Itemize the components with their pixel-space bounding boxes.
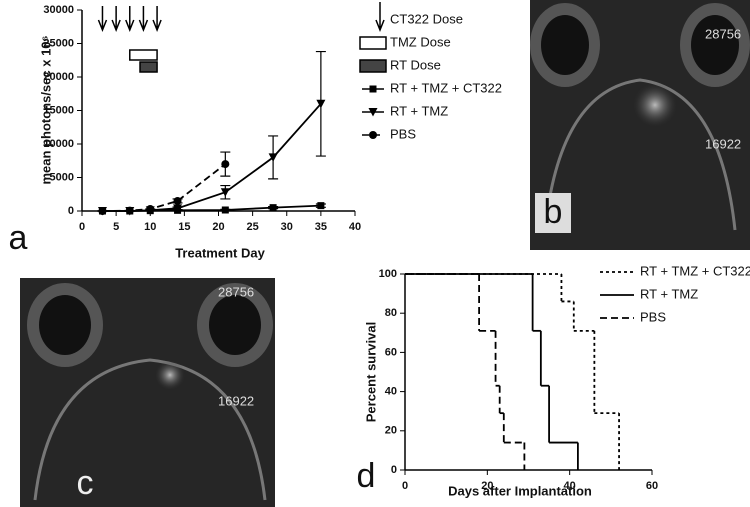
legend-symbol [375,2,385,33]
marker [98,207,107,215]
y-tick-label: 0 [391,464,397,476]
y-axis-title: Percent survival [363,322,378,422]
marker [221,206,229,214]
x-tick-label: 15 [178,221,190,233]
legend-label: RT + TMZ + CT322 [640,263,750,278]
x-tick-label: 35 [315,221,327,233]
x-tick-label: 0 [402,480,408,492]
legend-label: PBS [390,126,416,141]
series-line [102,163,226,212]
legend-label: PBS [640,309,666,324]
y-axis-title: mean photons/sec x 10⁶ [38,35,53,184]
y-tick-label: 5000 [50,171,74,183]
dose-arrow [111,6,121,33]
legend-symbol [359,59,387,73]
marker [269,204,277,212]
y-tick-label: 15000 [43,104,74,116]
marker [220,188,230,197]
legend-label: RT Dose [390,57,441,72]
dose-arrow [125,6,135,33]
marker [369,85,377,93]
x-axis-title: Days after Implantation [448,483,592,498]
marker [317,202,325,210]
marker [369,131,377,139]
marker [125,206,134,215]
marker [221,160,230,169]
marker [368,108,378,117]
series-line [102,103,322,212]
image-annotation: 28756 [218,284,254,299]
y-tick-label: 0 [68,205,74,217]
legend-symbol [359,36,387,50]
legend-label: RT + TMZ [640,286,698,301]
x-tick-label: 40 [564,480,576,492]
x-tick-label: 10 [144,221,156,233]
x-tick-label: 30 [281,221,293,233]
legend-label: TMZ Dose [390,34,451,49]
panel-label: d [357,457,376,495]
x-tick-label: 25 [247,221,259,233]
dose-box [139,61,158,73]
marker [173,196,182,205]
legend-label: CT322 Dose [390,11,463,26]
y-tick-label: 20 [385,425,397,437]
panel-label: c [77,464,94,502]
y-tick-label: 100 [379,268,397,280]
dose-arrow [97,6,108,33]
dose-arrow [138,6,149,33]
y-tick-label: 20000 [43,71,74,83]
y-tick-label: 25000 [43,37,74,49]
x-tick-label: 40 [349,221,361,233]
x-tick-label: 60 [646,480,658,492]
marker [316,99,326,109]
x-axis-title: Treatment Day [175,245,265,260]
x-tick-label: 5 [113,221,119,233]
legend-label: RT + TMZ [390,103,448,118]
y-tick-label: 80 [385,307,397,319]
x-tick-label: 0 [79,221,85,233]
y-tick-label: 40 [385,386,397,398]
image-annotation: 28756 [705,26,741,41]
y-tick-label: 60 [385,346,397,358]
y-tick-label: 10000 [43,138,74,150]
panel-label: a [9,219,28,257]
dose-arrow [152,6,162,33]
image-annotation: 16922 [705,136,741,151]
panel-label: b [544,193,563,231]
marker [146,204,155,213]
marker [268,153,278,162]
marker [173,204,183,213]
x-tick-label: 20 [212,221,224,233]
mri-image-c: c 28756 16922 [20,278,275,507]
legend-label: RT + TMZ + CT322 [390,80,502,95]
mri-image-b: b 28756 16922 [530,0,750,250]
dose-box [129,49,158,61]
y-tick-label: 30000 [43,4,74,16]
image-annotation: 16922 [218,393,254,408]
x-tick-label: 20 [481,480,493,492]
